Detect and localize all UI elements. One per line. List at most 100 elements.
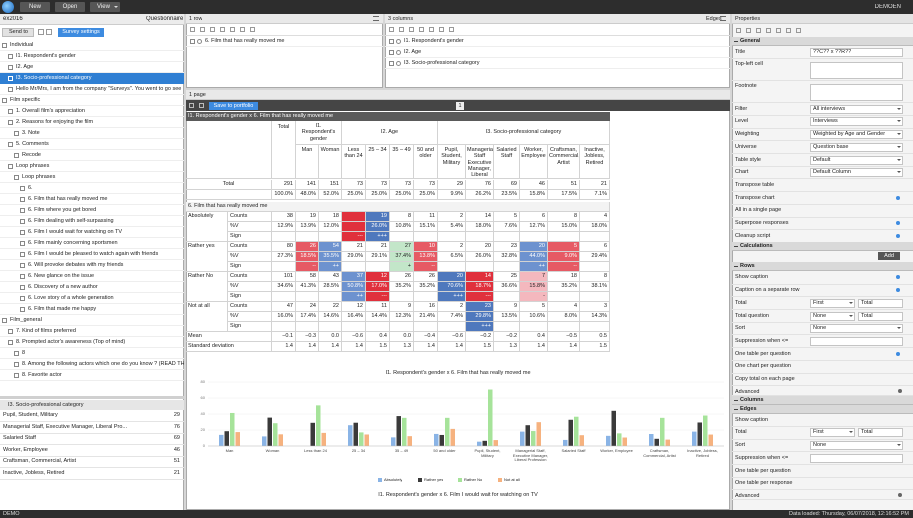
table-cell: 14.6%	[319, 312, 342, 322]
toggle-on[interactable]	[896, 233, 900, 238]
tool-icon[interactable]	[736, 28, 741, 33]
tree-icon	[20, 252, 25, 257]
toggle-on[interactable]	[896, 351, 900, 356]
row-label: Sign	[228, 232, 272, 242]
field-label: Total question	[735, 312, 769, 319]
field-input[interactable]: All interviews	[810, 104, 903, 114]
field-input[interactable]: Interviews	[810, 117, 903, 127]
tool-icon[interactable]	[200, 27, 205, 32]
field-label: Top-left cell	[735, 60, 763, 67]
field-input[interactable]: Total	[858, 298, 903, 308]
table-cell: 14	[466, 212, 494, 222]
tool-icon[interactable]	[409, 27, 414, 32]
table-cell: 9.9%	[438, 190, 466, 200]
field-input[interactable]: None	[810, 324, 903, 334]
table-cell: 18.5%	[296, 252, 319, 262]
table-cell: 0.0	[319, 332, 342, 342]
tool-icon[interactable]	[756, 28, 761, 33]
toggle-on[interactable]	[896, 195, 900, 200]
row-separator	[732, 489, 913, 490]
next-chart-title: I1. Respondent's gender x 6. Film I woul…	[378, 492, 538, 498]
section-header	[732, 262, 913, 272]
tool-icon[interactable]	[189, 103, 194, 108]
portfolio-button[interactable]: Save to portfolio	[209, 102, 258, 110]
bar	[493, 440, 498, 446]
toggle-on[interactable]	[896, 288, 900, 293]
tree-icon	[20, 230, 25, 235]
table-cell: 58	[296, 272, 319, 282]
tool-icon[interactable]	[190, 27, 195, 32]
tool-icon[interactable]	[220, 27, 225, 32]
tool-icon[interactable]	[429, 27, 434, 32]
field-input[interactable]: Question base	[810, 142, 903, 152]
table-cell	[390, 322, 414, 332]
toggle-on[interactable]	[896, 221, 900, 225]
tree-icon	[8, 109, 13, 114]
table-cell: −0.3	[296, 332, 319, 342]
action-button[interactable]: Send to	[2, 28, 34, 37]
table-cell: −0.6	[438, 332, 466, 342]
tool-icon[interactable]	[766, 28, 771, 33]
tool-icon[interactable]	[199, 103, 204, 108]
field-input[interactable]: First	[810, 298, 855, 308]
dimension-item[interactable]: I1. Respondent's gender	[404, 38, 464, 44]
tool-icon[interactable]	[230, 27, 235, 32]
menu-button[interactable]: View	[90, 2, 120, 12]
tool-icon[interactable]	[439, 27, 444, 32]
field-input[interactable]: Weighted by Age and Gender	[810, 130, 903, 140]
tool-icon[interactable]	[210, 27, 215, 32]
tool-icon[interactable]	[796, 28, 801, 33]
field-input[interactable]	[810, 83, 903, 101]
panel-tab[interactable]: Questionnaire	[146, 16, 184, 22]
panel-tab[interactable]: Edges	[706, 16, 722, 22]
row-separator	[0, 478, 184, 480]
tree-label: 2. Reasons for enjoying the film	[16, 119, 94, 125]
action-button[interactable]: Survey settings	[58, 28, 104, 37]
tool-icon[interactable]	[419, 27, 424, 32]
tool-icon[interactable]	[746, 28, 751, 33]
table-title: I1. Respondent's gender x 6. Film that h…	[186, 112, 610, 121]
table-cell: 15.8%	[520, 282, 548, 292]
table-cell: 17.5%	[548, 190, 580, 200]
tool-icon[interactable]	[449, 27, 454, 32]
tool-icon[interactable]	[399, 27, 404, 32]
field-input[interactable]: ??C?? x ??R??	[810, 48, 903, 57]
y-tick-label: 40	[200, 411, 205, 416]
field-input[interactable]: Total	[858, 311, 903, 321]
field-input[interactable]: First	[810, 428, 855, 438]
tree-icon	[20, 186, 25, 191]
field-input[interactable]: Default	[810, 155, 903, 165]
page-title: 1 page	[189, 92, 206, 98]
field-input[interactable]	[810, 61, 903, 79]
dimension-item[interactable]: I3. Socio-professional category	[404, 60, 480, 66]
tool-icon[interactable]	[786, 28, 791, 33]
section-toggle	[734, 41, 738, 42]
tree-item[interactable]	[0, 73, 184, 84]
row-separator	[0, 303, 184, 304]
settings-icon[interactable]	[898, 388, 902, 393]
field-label: Sort	[735, 325, 746, 332]
table-cell: 5	[548, 242, 580, 252]
tool-icon[interactable]	[240, 27, 245, 32]
menu-button[interactable]: Open	[55, 2, 85, 12]
tool-icon[interactable]	[250, 27, 255, 32]
field-input[interactable]: None	[810, 311, 855, 321]
field-input[interactable]: None	[810, 441, 903, 451]
tool-icon[interactable]	[776, 28, 781, 33]
field-input[interactable]	[810, 336, 903, 346]
field-input[interactable]: Default Column	[810, 168, 903, 178]
add-button[interactable]: Add	[878, 252, 900, 261]
menu-button[interactable]: New	[20, 2, 50, 12]
dimension-item[interactable]: 6. Film that has really moved me	[205, 38, 285, 44]
settings-icon[interactable]	[898, 492, 902, 497]
field-input[interactable]: Total	[858, 428, 903, 438]
toggle-on[interactable]	[896, 275, 900, 280]
field-input[interactable]	[810, 453, 903, 463]
table-cell: 27.3%	[272, 252, 296, 262]
table-cell: 0.0	[390, 332, 414, 342]
dimension-item[interactable]: I2. Age	[404, 49, 422, 55]
page-number[interactable]: 1	[456, 102, 464, 110]
drop-panel-title: 1 row	[189, 16, 203, 22]
tool-icon[interactable]	[389, 27, 394, 32]
section-title: Calculations	[740, 243, 773, 250]
